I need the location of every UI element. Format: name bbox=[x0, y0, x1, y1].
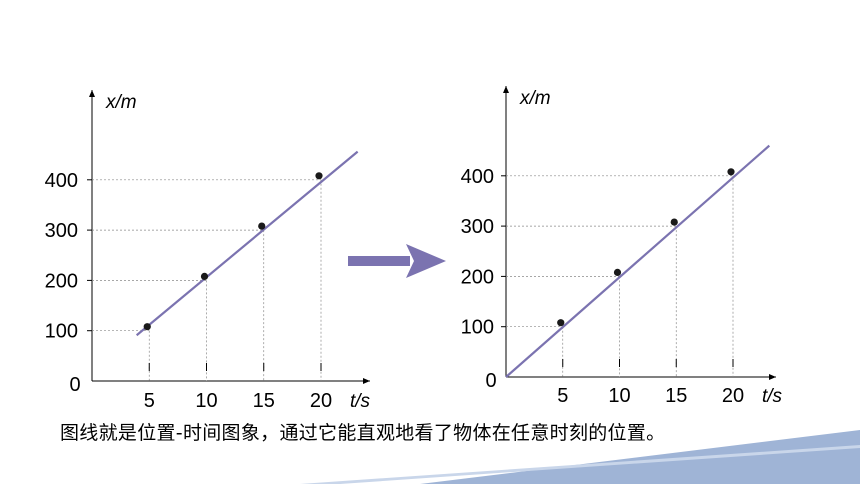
origin-label: 0 bbox=[69, 374, 80, 396]
y-tick-label: 400 bbox=[45, 170, 78, 192]
series-line bbox=[135, 150, 359, 337]
data-point bbox=[670, 218, 678, 226]
y-tick-label: 400 bbox=[461, 166, 494, 188]
caption-text: 图线就是位置-时间图象，通过它能直观地看了物体在任意时刻的位置。 bbox=[60, 422, 666, 444]
data-point bbox=[613, 268, 622, 276]
x-tick-label: 10 bbox=[195, 390, 217, 412]
origin-label: 0 bbox=[485, 370, 496, 392]
x-axis-arrow-icon bbox=[769, 374, 776, 380]
x-tick-label: 5 bbox=[557, 385, 568, 407]
x-tick-label: 15 bbox=[253, 390, 275, 412]
y-axis-arrow-icon bbox=[89, 90, 95, 97]
y-tick-label: 100 bbox=[45, 321, 78, 343]
x-tick-label: 10 bbox=[608, 385, 630, 407]
decor-band-light bbox=[300, 445, 860, 484]
transition-arrow-icon bbox=[348, 244, 446, 278]
data-point bbox=[143, 323, 151, 331]
data-point bbox=[557, 319, 565, 327]
x-tick-label: 5 bbox=[144, 390, 155, 412]
y-tick-label: 200 bbox=[461, 266, 494, 288]
y-axis-arrow-icon bbox=[503, 86, 509, 93]
data-point bbox=[727, 168, 735, 176]
y-axis-label: x/m bbox=[105, 92, 137, 113]
y-axis-label: x/m bbox=[519, 88, 551, 109]
data-point bbox=[200, 272, 209, 280]
x-tick-label: 20 bbox=[722, 385, 744, 407]
y-tick-label: 300 bbox=[461, 216, 494, 238]
data-point bbox=[258, 222, 266, 230]
x-axis-label: t/s bbox=[762, 386, 783, 407]
x-axis-label: t/s bbox=[350, 391, 371, 412]
data-point bbox=[315, 172, 323, 180]
series-line bbox=[505, 144, 771, 378]
x-axis-arrow-icon bbox=[363, 378, 370, 384]
y-tick-label: 300 bbox=[45, 220, 78, 242]
y-tick-label: 200 bbox=[45, 270, 78, 292]
x-tick-label: 20 bbox=[310, 390, 332, 412]
x-tick-label: 15 bbox=[665, 385, 687, 407]
y-tick-label: 100 bbox=[461, 317, 494, 339]
